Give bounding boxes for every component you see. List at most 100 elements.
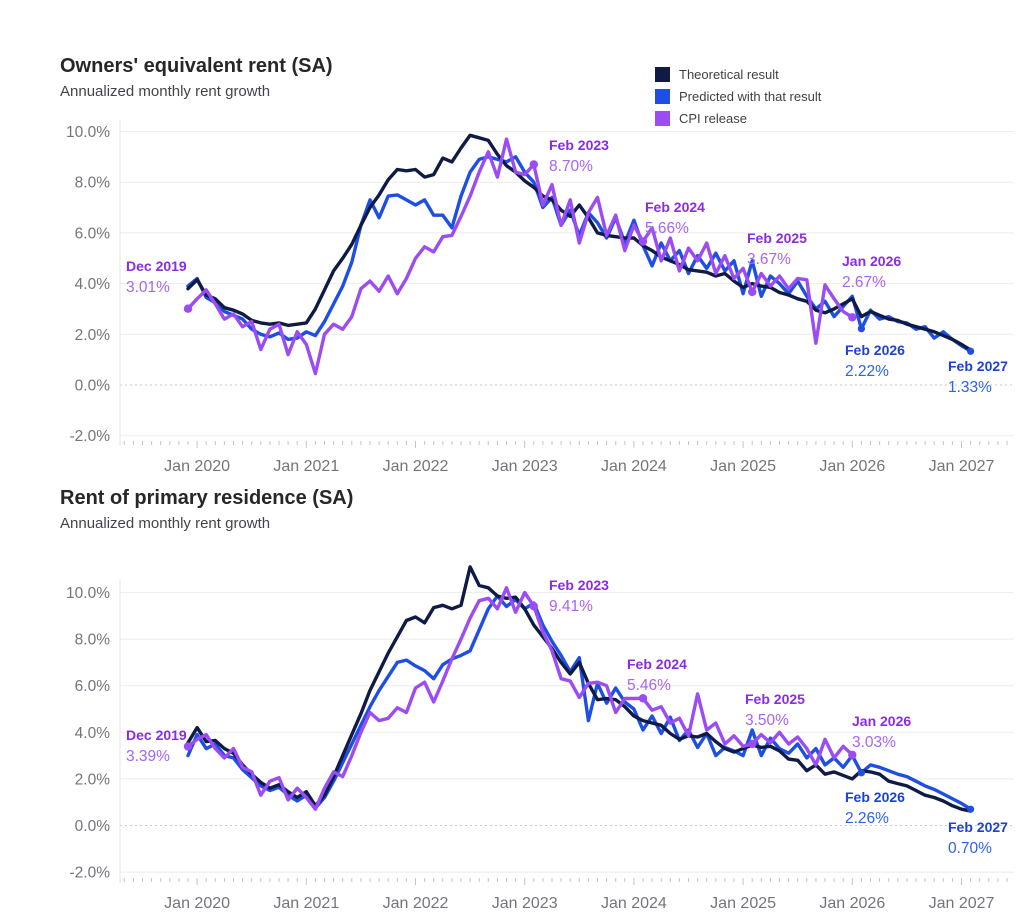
y-tick-label: 8.0% bbox=[75, 632, 111, 649]
annotation-value: 3.39% bbox=[126, 748, 170, 765]
annotation-feb-2026: Feb 2026 2.22% bbox=[845, 340, 905, 383]
x-tick-label: Jan 2020 bbox=[164, 895, 230, 912]
annotation-value: 3.67% bbox=[747, 251, 791, 268]
y-tick-label: 0.0% bbox=[75, 378, 111, 395]
annotation-feb-2023: Feb 2023 9.41% bbox=[549, 575, 609, 618]
y-tick-label: 8.0% bbox=[75, 175, 111, 192]
x-tick-label: Jan 2023 bbox=[492, 458, 558, 475]
legend-swatch bbox=[655, 66, 670, 82]
annotation-feb-2025: Feb 2025 3.50% bbox=[745, 689, 805, 732]
x-tick-label: Jan 2021 bbox=[273, 458, 339, 475]
annotation-dec-2019: Dec 2019 3.01% bbox=[126, 256, 187, 299]
annotation-date: Feb 2024 bbox=[645, 199, 705, 215]
y-tick-label: 6.0% bbox=[75, 225, 111, 242]
annotation-feb-2027: Feb 2027 0.70% bbox=[948, 817, 1008, 860]
y-tick-label: -2.0% bbox=[70, 865, 111, 882]
annotation-date: Feb 2027 bbox=[948, 358, 1008, 374]
y-tick-label: 10.0% bbox=[66, 585, 110, 602]
x-tick-label: Jan 2026 bbox=[819, 895, 885, 912]
annotation-date: Feb 2027 bbox=[948, 819, 1008, 835]
annotation-value: 9.41% bbox=[549, 598, 593, 615]
y-tick-label: 4.0% bbox=[75, 725, 111, 742]
x-tick-label: Jan 2025 bbox=[710, 895, 776, 912]
annotation-dot bbox=[183, 304, 193, 313]
annotation-value: 3.50% bbox=[745, 712, 789, 729]
annotation-date: Feb 2026 bbox=[845, 342, 905, 358]
y-tick-label: 10.0% bbox=[66, 124, 110, 141]
legend-label: Theoretical result bbox=[679, 66, 779, 82]
annotation-feb-2023: Feb 2023 8.70% bbox=[549, 135, 609, 178]
annotation-dot bbox=[748, 739, 757, 749]
annotation-jan-2026: Jan 2026 3.03% bbox=[852, 711, 911, 754]
chart1-title: Owners' equivalent rent (SA) bbox=[60, 55, 333, 77]
y-tick-label: 2.0% bbox=[75, 327, 111, 344]
x-tick-label: Jan 2023 bbox=[492, 895, 558, 912]
y-tick-label: 4.0% bbox=[75, 276, 111, 293]
chart2-subtitle: Annualized monthly rent growth bbox=[60, 515, 271, 532]
annotation-dot bbox=[857, 769, 866, 777]
x-tick-label: Jan 2025 bbox=[710, 458, 776, 475]
legend: Theoretical result Predicted with that re… bbox=[655, 63, 821, 129]
annotation-date: Feb 2024 bbox=[627, 656, 687, 672]
annotation-dot bbox=[848, 313, 857, 322]
annotation-date: Feb 2023 bbox=[549, 577, 609, 593]
legend-swatch bbox=[655, 110, 670, 126]
annotation-date: Jan 2026 bbox=[842, 253, 902, 269]
x-tick-label: Jan 2026 bbox=[819, 458, 885, 475]
x-tick-label: Jan 2021 bbox=[273, 895, 339, 912]
annotation-date: Jan 2026 bbox=[852, 713, 912, 729]
annotation-date: Dec 2019 bbox=[126, 727, 187, 743]
annotation-date: Feb 2025 bbox=[747, 230, 807, 246]
annotation-value: 2.26% bbox=[845, 810, 889, 827]
annotation-dot bbox=[748, 287, 757, 297]
annotation-dot bbox=[529, 602, 538, 611]
y-tick-label: 2.0% bbox=[75, 771, 111, 788]
x-tick-label: Jan 2022 bbox=[383, 895, 449, 912]
annotation-feb-2027: Feb 2027 1.33% bbox=[948, 356, 1008, 399]
x-tick-label: Jan 2027 bbox=[929, 895, 995, 912]
annotation-dot bbox=[857, 325, 866, 333]
annotation-date: Feb 2025 bbox=[745, 691, 805, 707]
x-tick-label: Jan 2027 bbox=[929, 458, 995, 475]
chart1-subtitle: Annualized monthly rent growth bbox=[60, 83, 271, 100]
series-predicted-line bbox=[186, 594, 973, 811]
x-tick-label: Jan 2022 bbox=[383, 458, 449, 475]
annotation-feb-2024: Feb 2024 5.46% bbox=[627, 654, 687, 697]
chart2-title: Rent of primary residence (SA) bbox=[60, 487, 354, 509]
y-tick-label: -2.0% bbox=[70, 428, 111, 445]
annotation-value: 2.22% bbox=[845, 363, 889, 380]
legend-swatch bbox=[655, 88, 670, 104]
annotation-value: 3.01% bbox=[126, 279, 170, 296]
annotation-feb-2026: Feb 2026 2.26% bbox=[845, 787, 905, 830]
chart1-header: Owners' equivalent rent (SA) Annualized … bbox=[60, 55, 333, 100]
annotation-dec-2019: Dec 2019 3.39% bbox=[126, 725, 187, 768]
annotation-dot bbox=[967, 347, 975, 355]
annotation-value: 5.46% bbox=[627, 677, 671, 694]
annotation-dot bbox=[529, 160, 538, 169]
chart2-header: Rent of primary residence (SA) Annualize… bbox=[60, 487, 353, 532]
annotation-value: 0.70% bbox=[948, 840, 992, 857]
annotation-feb-2024: Feb 2024 5.66% bbox=[645, 197, 705, 240]
annotation-date: Feb 2023 bbox=[549, 137, 609, 153]
annotation-value: 3.03% bbox=[852, 734, 896, 751]
legend-item: Theoretical result bbox=[655, 63, 821, 85]
legend-label: Predicted with that result bbox=[679, 88, 822, 104]
annotation-value: 2.67% bbox=[842, 274, 886, 291]
annotation-value: 1.33% bbox=[948, 379, 992, 396]
annotation-value: 8.70% bbox=[549, 158, 593, 175]
annotation-jan-2026: Jan 2026 2.67% bbox=[842, 251, 901, 294]
legend-label: CPI release bbox=[679, 110, 747, 126]
legend-item: CPI release bbox=[655, 107, 821, 129]
annotation-dot bbox=[967, 805, 975, 813]
annotation-date: Feb 2026 bbox=[845, 789, 905, 805]
x-tick-label: Jan 2024 bbox=[601, 895, 667, 912]
y-tick-label: 0.0% bbox=[75, 818, 111, 835]
x-tick-label: Jan 2024 bbox=[601, 458, 667, 475]
annotation-date: Dec 2019 bbox=[126, 258, 187, 274]
x-tick-label: Jan 2020 bbox=[164, 458, 230, 475]
annotation-feb-2025: Feb 2025 3.67% bbox=[747, 228, 807, 271]
annotation-value: 5.66% bbox=[645, 220, 689, 237]
y-tick-label: 6.0% bbox=[75, 678, 111, 695]
